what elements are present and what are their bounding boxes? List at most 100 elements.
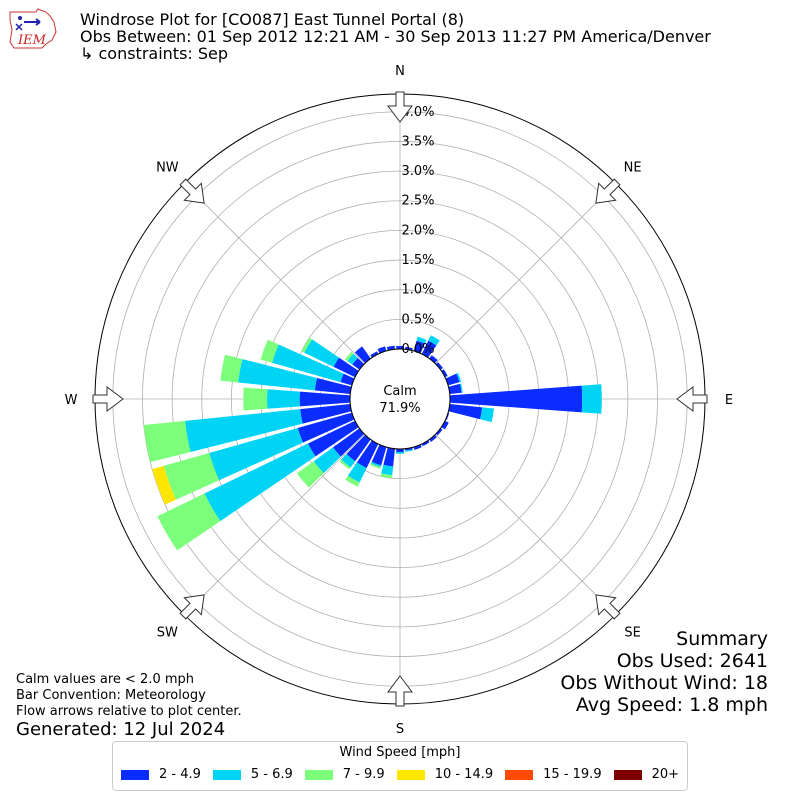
wind-bar-segment — [204, 443, 316, 522]
radial-tick-label: 3.0% — [401, 164, 434, 179]
wind-bar-segment — [300, 404, 352, 424]
calm-note: Calm values are < 2.0 mph — [16, 672, 195, 687]
flow-arrow-icon — [179, 178, 205, 204]
wind-bar-segment — [445, 373, 460, 386]
wind-bar-segment — [381, 464, 394, 476]
compass-label: SE — [624, 626, 640, 641]
wind-bar-segment — [449, 385, 583, 413]
wind-bar-segment — [435, 362, 443, 370]
wind-bar-segment — [396, 448, 404, 452]
wind-bar-segment — [354, 346, 371, 364]
radial-tick-label: 0.5% — [401, 312, 434, 327]
speed-legend: Wind Speed [mph] 2 - 4.9 5 - 6.9 7 - 9.9 10… — [112, 741, 688, 791]
compass-label: W — [65, 393, 78, 408]
wind-bar-segment — [152, 465, 176, 505]
chart-notes: Calm values are < 2.0 mph Bar Convention… — [16, 672, 242, 720]
legend-swatch — [505, 769, 534, 780]
wind-bar-segment — [429, 355, 438, 364]
wind-bar-segment — [370, 463, 381, 469]
compass-label: N — [395, 64, 405, 79]
wind-bar-segment — [370, 351, 379, 358]
legend-label: 2 - 4.9 — [158, 767, 201, 782]
wind-bar-segment — [413, 340, 425, 354]
wind-bar-segment — [333, 357, 359, 378]
legend-label: 7 - 9.9 — [342, 767, 385, 782]
legend-label: 5 - 6.9 — [250, 767, 293, 782]
compass-label: SW — [157, 626, 178, 641]
wind-bar-segment — [341, 453, 356, 468]
wind-bar-segment — [307, 420, 359, 457]
legend-swatch — [613, 769, 642, 780]
legend-swatch — [396, 769, 425, 780]
generated-date: Generated: 12 Jul 2024 — [16, 719, 226, 740]
wind-bar-segment — [370, 461, 382, 468]
wind-bar-segment — [429, 434, 437, 442]
wind-bar-segment — [163, 452, 220, 500]
wind-bar-segment — [345, 475, 360, 487]
wind-bar-segment — [441, 420, 449, 430]
flow-arrow-icon — [92, 386, 124, 412]
calm-label: Calm — [383, 384, 416, 399]
wind-bar-segment — [356, 440, 379, 469]
calm-value: 71.9% — [379, 401, 420, 416]
legend-label: 10 - 14.9 — [434, 767, 494, 782]
wind-bar-segment — [314, 378, 352, 394]
title-line-1: Windrose Plot for [CO087] East Tunnel Po… — [80, 10, 465, 29]
wind-bar-segment — [421, 440, 430, 447]
title-line-2: Obs Between: 01 Sep 2012 12:21 AM - 30 S… — [80, 27, 711, 46]
legend-label: 15 - 19.9 — [543, 767, 602, 782]
radial-tick-label: 2.0% — [401, 223, 434, 238]
legend-item: 5 - 6.9 — [212, 767, 293, 782]
wind-bar-segment — [345, 351, 354, 362]
wind-bar-segment — [448, 404, 483, 420]
legend-item: 10 - 14.9 — [396, 767, 494, 782]
wind-bar-segment — [435, 428, 443, 436]
compass-label: S — [396, 722, 404, 737]
compass-label: NW — [156, 160, 179, 175]
flow-arrow-icon — [179, 594, 205, 620]
wind-bar-segment — [272, 344, 344, 383]
logo-text: IEM — [17, 33, 47, 48]
flow-arrow-icon — [595, 594, 621, 620]
wind-bar-segment — [301, 337, 313, 353]
flow-arrow-icon — [387, 675, 413, 707]
legend-item: 15 - 19.9 — [505, 767, 602, 782]
flow-arrow-note: Flow arrows relative to plot center. — [16, 704, 242, 719]
wind-bar-segment — [347, 462, 367, 483]
wind-bar-segment — [383, 447, 395, 467]
legend-swatch — [304, 769, 333, 780]
summary-heading: Summary — [676, 628, 768, 650]
wind-bar-segment — [339, 459, 351, 470]
flow-arrow-icon — [387, 91, 413, 123]
wind-bar-segment — [380, 473, 393, 479]
radial-tick-label: 1.0% — [401, 283, 434, 298]
radial-tick-label: 0.0% — [401, 342, 434, 357]
wind-bar-segment — [304, 339, 340, 367]
wind-bar-segment — [413, 444, 422, 450]
grid-spoke — [184, 434, 365, 615]
summary-block: Summary Obs Used: 2641 Obs Without Wind:… — [560, 628, 768, 716]
wind-bar-segment — [441, 369, 448, 378]
wind-bar-segment — [448, 383, 462, 394]
wind-bar-segment — [143, 420, 191, 463]
wind-bar-segment — [238, 359, 318, 391]
wind-bar-segment — [396, 346, 404, 350]
wind-bar-segment — [456, 372, 462, 383]
wind-bar-segment — [346, 434, 371, 462]
grid-spoke — [184, 183, 365, 364]
wind-bar-segment — [480, 407, 494, 423]
flow-arrow-icon — [595, 178, 621, 204]
wind-bar-segment — [459, 383, 463, 393]
wind-bar-segment — [421, 340, 437, 358]
wind-bar-segment — [296, 461, 324, 488]
legend-swatch — [212, 769, 241, 780]
wind-bar-segment — [297, 412, 355, 443]
summary-obs-used: Obs Used: 2641 — [616, 650, 768, 672]
wind-bar-segment — [332, 428, 365, 457]
wind-bar-segment — [347, 353, 358, 365]
wind-bar-segment — [340, 373, 355, 386]
wind-bar-segment — [260, 339, 279, 363]
grid-spoke — [435, 183, 616, 364]
legend-items: 2 - 4.9 5 - 6.9 7 - 9.9 10 - 14.9 15 - 19.9 2… — [113, 767, 687, 782]
